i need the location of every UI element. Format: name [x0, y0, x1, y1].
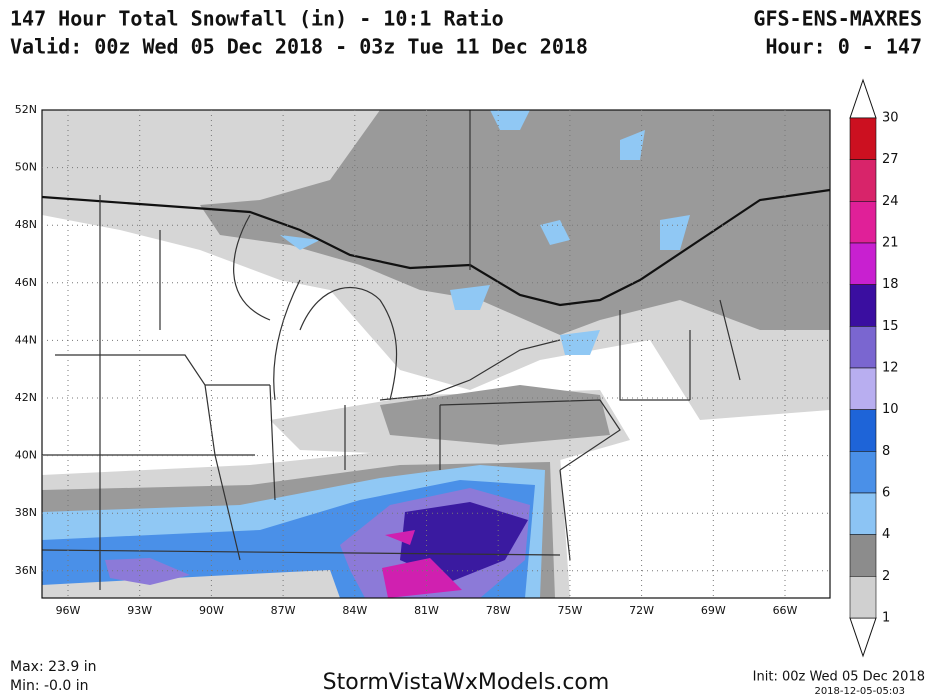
colorbar-bottom-arrow	[849, 617, 877, 658]
longitude-label: 78W	[486, 604, 511, 617]
colorbar-label: 24	[882, 194, 899, 209]
max-value: Max: 23.9 in	[10, 659, 97, 675]
longitude-label: 66W	[773, 604, 798, 617]
colorbar-segment	[849, 409, 877, 452]
longitude-label: 96W	[56, 604, 81, 617]
colorbar-segment	[849, 367, 877, 410]
colorbar-segment	[849, 284, 877, 327]
longitude-labels: 96W 93W 90W 87W 84W 81W 78W 75W 72W 69W 66W	[56, 110, 798, 617]
colorbar-segment	[849, 492, 877, 535]
colorbar-label: 10	[882, 402, 899, 417]
latitude-label: 38N	[15, 506, 37, 519]
longitude-label: 93W	[127, 604, 152, 617]
colorbar-segment	[849, 576, 877, 619]
colorbar-label: 12	[882, 361, 899, 376]
longitude-label: 75W	[557, 604, 582, 617]
longitude-label: 87W	[271, 604, 296, 617]
latitude-label: 52N	[15, 103, 37, 116]
boundaries	[42, 110, 830, 590]
colorbar-segment	[849, 326, 877, 369]
colorbar-segment	[849, 242, 877, 285]
colorbar-label: 4	[882, 527, 890, 542]
timestamp: 2018-12-05-05:03	[814, 686, 905, 697]
longitude-label: 72W	[629, 604, 654, 617]
colorbar-label: 15	[882, 319, 899, 334]
map-panel: 52N 50N 48N 46N 44N 42N 40N 38N 36N 96W 93W 90W 87W…	[15, 103, 831, 617]
colorbar-label: 2	[882, 569, 890, 584]
colorbar-label: 27	[882, 152, 899, 167]
site-name: StormVistaWxModels.com	[323, 670, 610, 695]
longitude-label: 90W	[199, 604, 224, 617]
latitude-label: 50N	[15, 161, 37, 174]
longitude-label: 84W	[342, 604, 367, 617]
hour-range: Hour: 0 - 147	[765, 35, 922, 59]
latitude-label: 42N	[15, 391, 37, 404]
valid-time: Valid: 00z Wed 05 Dec 2018 - 03z Tue 11 …	[10, 35, 588, 59]
colorbar-segment	[849, 451, 877, 494]
longitude-label: 81W	[414, 604, 439, 617]
latitude-label: 46N	[15, 276, 37, 289]
latitude-label: 36N	[15, 564, 37, 577]
colorbar-label: 30	[882, 111, 899, 126]
title: 147 Hour Total Snowfall (in) - 10:1 Rati…	[10, 7, 504, 31]
colorbar-label: 8	[882, 444, 890, 459]
latitude-label: 40N	[15, 449, 37, 462]
latitude-label: 44N	[15, 333, 37, 346]
colorbar-segment	[849, 159, 877, 202]
min-value: Min: -0.0 in	[10, 678, 89, 694]
colorbar-label: 6	[882, 486, 890, 501]
model-name: GFS-ENS-MAXRES	[753, 7, 922, 31]
latitude-label: 48N	[15, 218, 37, 231]
init-time: Init: 00z Wed 05 Dec 2018	[753, 670, 925, 685]
latitude-labels: 52N 50N 48N 46N 44N 42N 40N 38N 36N	[15, 103, 830, 577]
colorbar-label: 21	[882, 236, 899, 251]
map-frame	[41, 109, 831, 599]
colorbar-label: 1	[882, 611, 890, 626]
colorbar-segment	[849, 117, 877, 160]
longitude-label: 69W	[701, 604, 726, 617]
colorbar-segment	[849, 201, 877, 244]
colorbar-label: 18	[882, 277, 899, 292]
snow-shading	[42, 110, 830, 598]
colorbar-segment	[849, 534, 877, 577]
colorbar-top-arrow	[849, 78, 877, 119]
